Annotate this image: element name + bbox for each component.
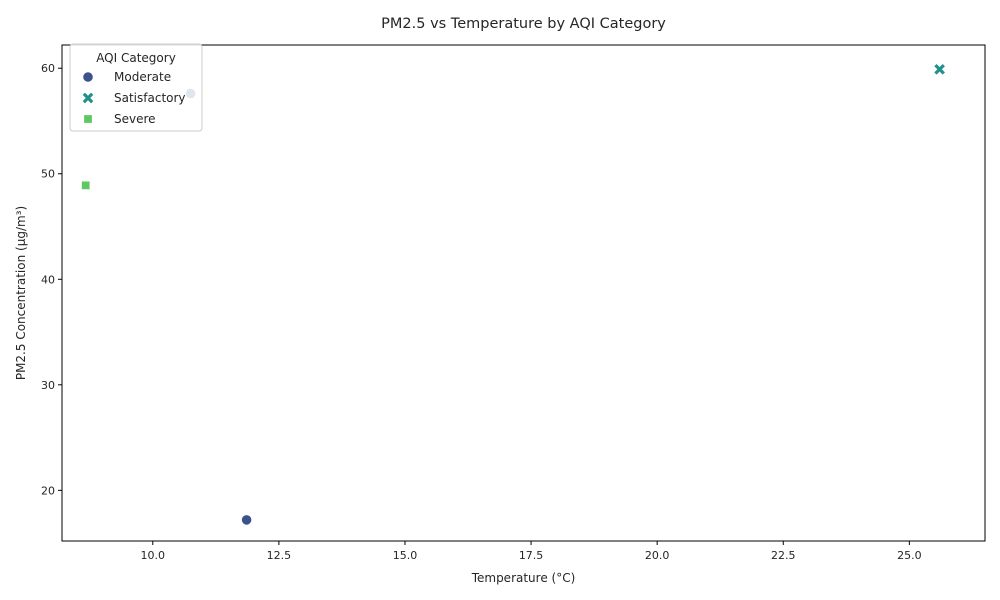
y-tick-label: 30 bbox=[41, 379, 55, 392]
x-axis-label: Temperature (°C) bbox=[471, 571, 576, 585]
y-tick-label: 20 bbox=[41, 484, 55, 497]
y-tick-label: 60 bbox=[41, 62, 55, 75]
legend-marker-satisfactory bbox=[82, 92, 94, 104]
chart-title: PM2.5 vs Temperature by AQI Category bbox=[381, 16, 666, 32]
x-tick-label: 15.0 bbox=[393, 549, 418, 562]
y-axis-ticks: 20 30 40 50 60 bbox=[41, 62, 62, 497]
legend-marker-moderate bbox=[82, 71, 94, 83]
x-tick-label: 17.5 bbox=[519, 549, 544, 562]
data-point-moderate bbox=[241, 514, 253, 526]
legend-label-severe: Severe bbox=[114, 112, 156, 126]
legend: AQI Category Moderate Satisfactory Severe bbox=[69, 43, 203, 132]
data-point-satisfactory bbox=[934, 63, 945, 75]
plot-frame bbox=[61, 44, 986, 542]
y-axis-label: PM2.5 Concentration (µg/m³) bbox=[14, 206, 28, 380]
x-axis-ticks: 10.0 12.5 15.0 17.5 20.0 22.5 25.0 bbox=[141, 541, 922, 562]
x-tick-label: 25.0 bbox=[897, 549, 922, 562]
x-tick-label: 22.5 bbox=[771, 549, 796, 562]
data-point-severe bbox=[81, 180, 91, 191]
legend-box bbox=[69, 43, 203, 132]
legend-title: AQI Category bbox=[96, 51, 176, 65]
y-tick-label: 50 bbox=[41, 168, 55, 181]
legend-label-satisfactory: Satisfactory bbox=[114, 91, 186, 105]
plot-area bbox=[61, 44, 986, 542]
x-tick-label: 10.0 bbox=[141, 549, 166, 562]
legend-items: Moderate Satisfactory Severe bbox=[82, 70, 186, 126]
legend-label-moderate: Moderate bbox=[114, 70, 171, 84]
x-tick-label: 12.5 bbox=[267, 549, 292, 562]
y-tick-label: 40 bbox=[41, 273, 55, 286]
legend-marker-severe bbox=[83, 114, 93, 124]
x-tick-label: 20.0 bbox=[645, 549, 670, 562]
